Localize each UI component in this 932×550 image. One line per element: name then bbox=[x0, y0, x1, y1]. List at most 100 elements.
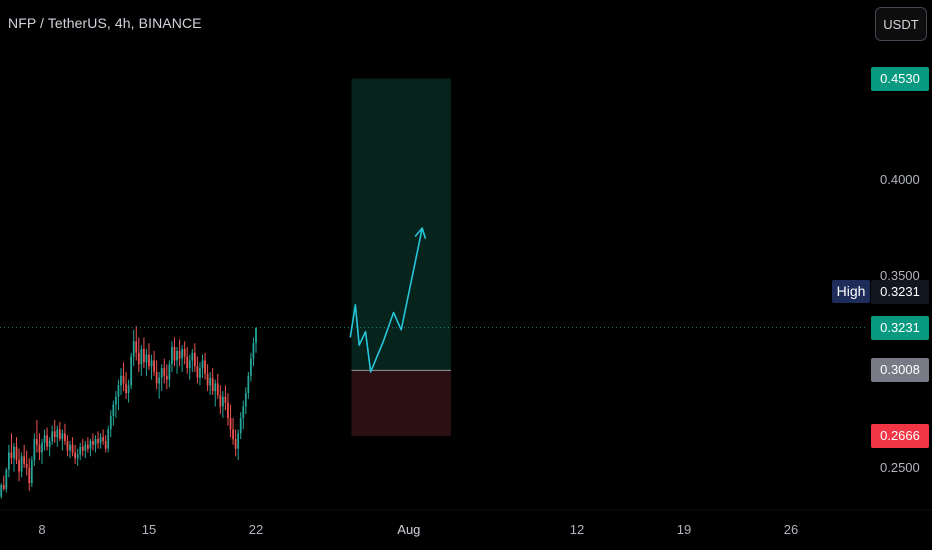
candle-body bbox=[76, 454, 79, 459]
currency-button[interactable]: USDT bbox=[875, 7, 927, 41]
candle-body bbox=[216, 383, 219, 395]
candle-body bbox=[239, 417, 242, 434]
candle-body bbox=[191, 352, 194, 361]
candle-body bbox=[7, 452, 10, 470]
candle-body bbox=[97, 439, 99, 443]
candle-body bbox=[252, 343, 255, 359]
chart-title: NFP / TetherUS, 4h, BINANCE bbox=[8, 15, 202, 31]
candle-body bbox=[155, 371, 158, 384]
candle-body bbox=[143, 348, 145, 363]
y-tick-label: 0.4000 bbox=[880, 172, 920, 188]
projection-arrowhead bbox=[414, 227, 427, 239]
candle-body bbox=[2, 485, 5, 489]
target-price-tag: 0.4530 bbox=[871, 66, 929, 91]
x-tick-label: Aug bbox=[397, 522, 421, 537]
entry-price-tag: 0.3008 bbox=[871, 358, 929, 383]
candle-body bbox=[92, 440, 94, 445]
candle-body bbox=[127, 385, 130, 394]
candle-body bbox=[46, 435, 48, 447]
candle-body bbox=[117, 385, 120, 397]
candle-body bbox=[58, 429, 61, 440]
candle-body bbox=[199, 368, 201, 378]
candle-body bbox=[18, 460, 20, 472]
candle-body bbox=[5, 469, 8, 489]
candle-body bbox=[10, 452, 13, 459]
candle-body bbox=[125, 383, 127, 394]
x-tick-label: 15 bbox=[141, 522, 157, 537]
x-tick-label: 22 bbox=[248, 522, 264, 537]
candle-body bbox=[163, 368, 166, 376]
high-price-tag: 0.3231 bbox=[871, 280, 929, 304]
candle-body bbox=[104, 440, 107, 449]
candle-body bbox=[201, 360, 204, 369]
candle-body bbox=[66, 440, 69, 451]
candle-body bbox=[13, 446, 15, 459]
candle-body bbox=[102, 437, 105, 441]
candle-body bbox=[84, 444, 87, 451]
candle-body bbox=[171, 347, 173, 365]
candle-body bbox=[196, 366, 199, 378]
candle-body bbox=[140, 348, 143, 365]
x-tick-label: 19 bbox=[676, 522, 692, 537]
candle-body bbox=[229, 417, 232, 430]
candle-body bbox=[23, 456, 26, 464]
x-tick-label: 12 bbox=[569, 522, 585, 537]
candle-body bbox=[15, 446, 18, 461]
candle-body bbox=[48, 440, 51, 447]
candle-body bbox=[221, 396, 224, 407]
candle-body bbox=[28, 467, 31, 484]
candle-body bbox=[74, 452, 77, 459]
candle-body bbox=[186, 356, 189, 369]
candlestick-series bbox=[0, 325, 257, 499]
candle-body bbox=[211, 377, 214, 392]
candle-body bbox=[81, 446, 84, 451]
candle-body bbox=[158, 377, 161, 384]
candle-body bbox=[234, 439, 237, 449]
candle-body bbox=[109, 416, 112, 430]
x-tick-label: 26 bbox=[783, 522, 799, 537]
candle-body bbox=[173, 347, 176, 361]
candle-body bbox=[135, 341, 138, 353]
candle-body bbox=[53, 431, 56, 438]
candle-body bbox=[181, 348, 184, 359]
candle-body bbox=[176, 350, 178, 361]
candle-body bbox=[153, 360, 155, 372]
candle-body bbox=[114, 396, 117, 405]
x-tick-label: 8 bbox=[38, 522, 46, 537]
candle-body bbox=[160, 368, 163, 378]
candle-body bbox=[178, 350, 181, 359]
candle-body bbox=[86, 444, 89, 449]
profit-zone bbox=[351, 78, 451, 371]
candle-body bbox=[25, 463, 28, 468]
candle-body bbox=[193, 352, 196, 367]
candle-body bbox=[232, 429, 234, 440]
loss-zone bbox=[351, 370, 451, 436]
long-position-tool[interactable] bbox=[351, 78, 451, 436]
candle-body bbox=[137, 352, 140, 365]
candle-body bbox=[237, 433, 240, 449]
candle-body bbox=[33, 439, 36, 461]
candle-body bbox=[107, 429, 110, 449]
candle-body bbox=[38, 444, 41, 453]
candle-body bbox=[71, 444, 74, 453]
y-tick-label: 0.2500 bbox=[880, 459, 920, 475]
candle-body bbox=[122, 375, 125, 384]
candle-body bbox=[43, 435, 46, 443]
stop-price-tag: 0.2666 bbox=[871, 423, 929, 448]
candle-body bbox=[168, 364, 171, 380]
candle-body bbox=[242, 406, 245, 418]
candle-body bbox=[188, 360, 191, 369]
candle-body bbox=[145, 354, 148, 363]
candle-body bbox=[244, 393, 247, 407]
candle-body bbox=[204, 360, 206, 374]
candle-body bbox=[79, 446, 82, 455]
candle-body bbox=[89, 440, 92, 449]
candle-body bbox=[132, 341, 135, 357]
candle-body bbox=[250, 358, 252, 376]
candle-body bbox=[209, 377, 212, 386]
candle-body bbox=[206, 373, 209, 386]
y-tick-label: 0.3500 bbox=[880, 268, 920, 284]
projection-path[interactable] bbox=[349, 227, 427, 373]
candle-body bbox=[214, 383, 217, 392]
